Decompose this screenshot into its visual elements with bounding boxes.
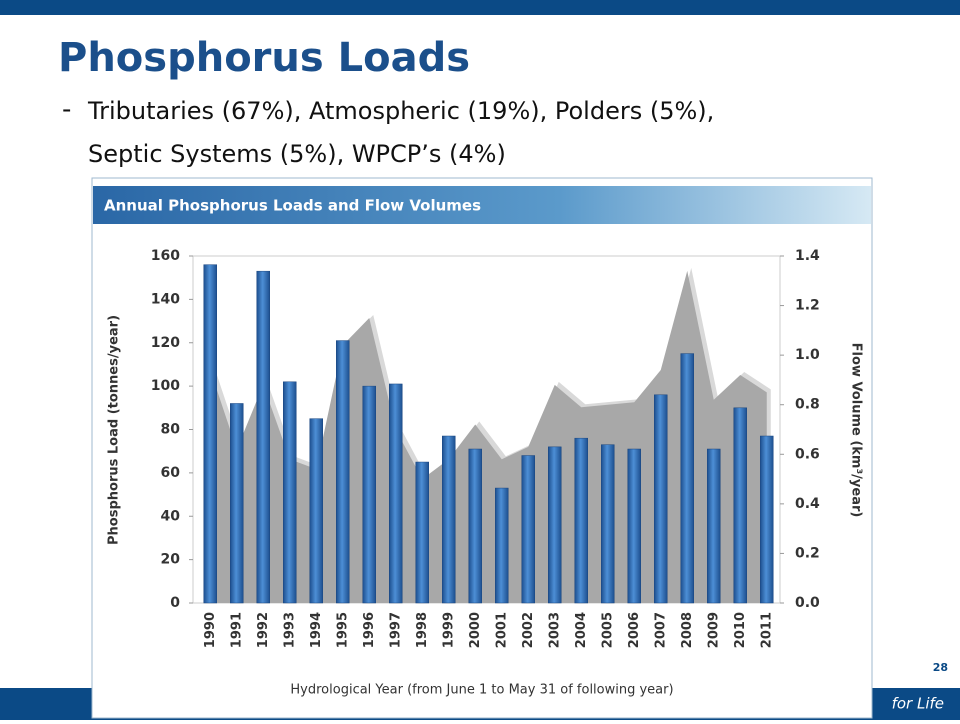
bar: [415, 461, 429, 604]
x-tick-label: 2011: [759, 612, 774, 648]
bar: [521, 455, 535, 604]
bar: [548, 446, 562, 604]
bar: [230, 403, 244, 604]
x-tick-label: 2008: [680, 612, 695, 648]
y2-tick-label: 1.2: [795, 298, 820, 314]
y-axis-label: Phosphorus Load (tonnes/year): [107, 315, 122, 545]
bar: [203, 264, 217, 604]
x-tick-label: 1990: [203, 612, 218, 648]
x-tick-label: 2004: [574, 612, 589, 648]
y-tick-label: 100: [151, 378, 180, 394]
footer-text: for Life: [892, 695, 944, 713]
x-tick-label: 2007: [653, 612, 668, 648]
chart-title: Annual Phosphorus Loads and Flow Volumes: [104, 197, 481, 215]
bar: [362, 385, 376, 604]
y2-tick-label: 1.4: [795, 248, 820, 264]
bar: [707, 448, 721, 604]
x-tick-label: 1993: [282, 612, 297, 648]
bar: [760, 435, 774, 604]
x-tick-label: 2006: [627, 612, 642, 648]
x-tick-label: 1992: [256, 612, 271, 648]
y-tick-label: 20: [161, 552, 181, 568]
bar: [574, 437, 588, 604]
y-tick-label: 120: [151, 335, 180, 351]
y2-tick-label: 1.0: [795, 347, 820, 363]
x-tick-label: 1998: [415, 612, 430, 648]
x-tick-label: 1996: [362, 612, 377, 648]
x-tick-label: 2000: [468, 612, 483, 648]
x-tick-label: 2003: [547, 612, 562, 648]
bar: [733, 407, 747, 604]
bar: [309, 418, 323, 604]
bullet-line: Tributaries (67%), Atmospheric (19%), Po…: [87, 97, 714, 125]
bar: [283, 381, 297, 604]
x-tick-label: 1991: [229, 612, 244, 648]
bar: [495, 487, 509, 604]
y2-tick-label: 0.8: [795, 397, 820, 413]
y-tick-label: 0: [170, 595, 180, 611]
x-tick-label: 1994: [309, 612, 324, 648]
bar: [256, 270, 270, 604]
y2-tick-label: 0.0: [795, 595, 820, 611]
y-tick-label: 80: [161, 422, 181, 438]
bar: [336, 340, 350, 604]
bar: [627, 448, 641, 604]
bullet-marker: -: [62, 95, 71, 125]
x-tick-label: 2001: [494, 612, 509, 648]
y2-tick-label: 0.6: [795, 446, 820, 462]
y2-tick-label: 0.2: [795, 545, 820, 561]
y-tick-label: 60: [161, 465, 181, 481]
bar: [654, 394, 668, 604]
y-tick-label: 140: [151, 291, 180, 307]
bar: [601, 444, 615, 604]
x-tick-label: 1999: [441, 612, 456, 648]
bullet-line: Septic Systems (5%), WPCP’s (4%): [88, 140, 506, 168]
top-bar: [0, 0, 960, 15]
x-tick-label: 2009: [706, 612, 721, 648]
bar: [680, 353, 694, 604]
bar: [468, 448, 482, 604]
x-tick-label: 2002: [521, 612, 536, 648]
bar: [442, 435, 456, 604]
slide-title: Phosphorus Loads: [58, 35, 470, 81]
x-tick-label: 1995: [335, 612, 350, 648]
x-tick-label: 1997: [388, 612, 403, 648]
y-tick-label: 160: [151, 248, 180, 264]
bar: [389, 383, 403, 604]
y2-tick-label: 0.4: [795, 496, 820, 512]
chart-header: [93, 186, 871, 224]
y-tick-label: 40: [161, 508, 181, 524]
x-axis-label: Hydrological Year (from June 1 to May 31…: [290, 683, 673, 698]
page-number: 28: [933, 661, 948, 674]
y2-axis-label: Flow Volume (km³/year): [849, 343, 864, 518]
x-tick-label: 2005: [600, 612, 615, 648]
x-tick-label: 2010: [733, 612, 748, 648]
